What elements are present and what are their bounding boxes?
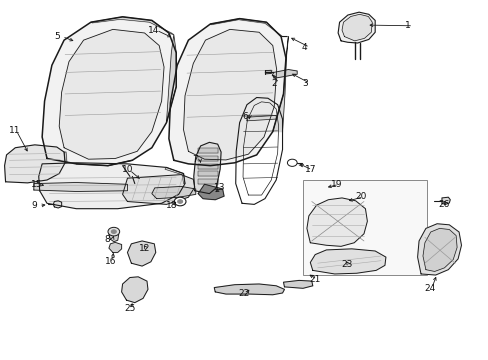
- Text: 8: 8: [104, 235, 110, 244]
- Bar: [303, 180, 427, 275]
- Text: 1: 1: [405, 21, 410, 30]
- Polygon shape: [109, 242, 122, 252]
- Text: 23: 23: [340, 261, 352, 270]
- Text: 18: 18: [165, 201, 177, 210]
- Polygon shape: [53, 201, 61, 208]
- Text: 24: 24: [423, 284, 434, 293]
- Text: 2: 2: [271, 79, 276, 88]
- Text: 10: 10: [122, 166, 133, 175]
- Text: 21: 21: [309, 275, 320, 284]
- Polygon shape: [122, 175, 194, 204]
- Polygon shape: [197, 156, 218, 161]
- Text: 13: 13: [214, 183, 225, 192]
- Polygon shape: [127, 241, 156, 266]
- Polygon shape: [91, 17, 173, 35]
- Text: 11: 11: [8, 126, 20, 135]
- Polygon shape: [210, 19, 287, 37]
- Text: 15: 15: [31, 180, 43, 189]
- Text: 17: 17: [304, 166, 315, 175]
- Polygon shape: [197, 179, 218, 184]
- Polygon shape: [283, 280, 312, 288]
- Polygon shape: [197, 148, 218, 153]
- Polygon shape: [183, 30, 276, 160]
- Polygon shape: [64, 152, 67, 163]
- Polygon shape: [166, 35, 176, 123]
- Text: 22: 22: [238, 289, 249, 298]
- Polygon shape: [42, 17, 176, 166]
- Text: 19: 19: [330, 180, 342, 189]
- Polygon shape: [59, 30, 163, 159]
- Text: 5: 5: [54, 32, 60, 41]
- Text: 4: 4: [302, 43, 307, 52]
- Text: 9: 9: [31, 201, 37, 210]
- Polygon shape: [39, 163, 184, 209]
- Text: 20: 20: [355, 192, 366, 201]
- Circle shape: [174, 197, 185, 206]
- Text: 7: 7: [192, 155, 198, 164]
- Text: 6: 6: [242, 112, 247, 121]
- Circle shape: [287, 159, 297, 166]
- Text: 26: 26: [438, 199, 449, 208]
- Text: 3: 3: [302, 79, 307, 88]
- Polygon shape: [122, 277, 148, 303]
- Circle shape: [108, 227, 120, 236]
- Polygon shape: [168, 19, 285, 166]
- Polygon shape: [109, 233, 119, 242]
- Polygon shape: [197, 163, 218, 168]
- Text: 12: 12: [139, 244, 150, 253]
- Polygon shape: [214, 284, 284, 295]
- Polygon shape: [337, 12, 374, 43]
- Polygon shape: [164, 167, 184, 184]
- Text: 16: 16: [104, 257, 116, 266]
- Polygon shape: [441, 197, 449, 204]
- Polygon shape: [265, 70, 271, 74]
- Polygon shape: [197, 171, 218, 176]
- Polygon shape: [152, 186, 195, 199]
- Polygon shape: [198, 184, 224, 200]
- Polygon shape: [193, 142, 221, 194]
- Polygon shape: [272, 37, 288, 132]
- Polygon shape: [310, 249, 385, 274]
- Polygon shape: [417, 224, 461, 275]
- Polygon shape: [34, 183, 127, 192]
- Text: 25: 25: [124, 303, 135, 312]
- Polygon shape: [422, 228, 456, 271]
- Polygon shape: [4, 145, 65, 183]
- Polygon shape: [306, 198, 366, 246]
- Polygon shape: [272, 69, 297, 78]
- Circle shape: [177, 200, 182, 203]
- Circle shape: [111, 230, 116, 233]
- Polygon shape: [246, 116, 276, 121]
- Text: 14: 14: [148, 26, 160, 35]
- Polygon shape: [341, 14, 371, 41]
